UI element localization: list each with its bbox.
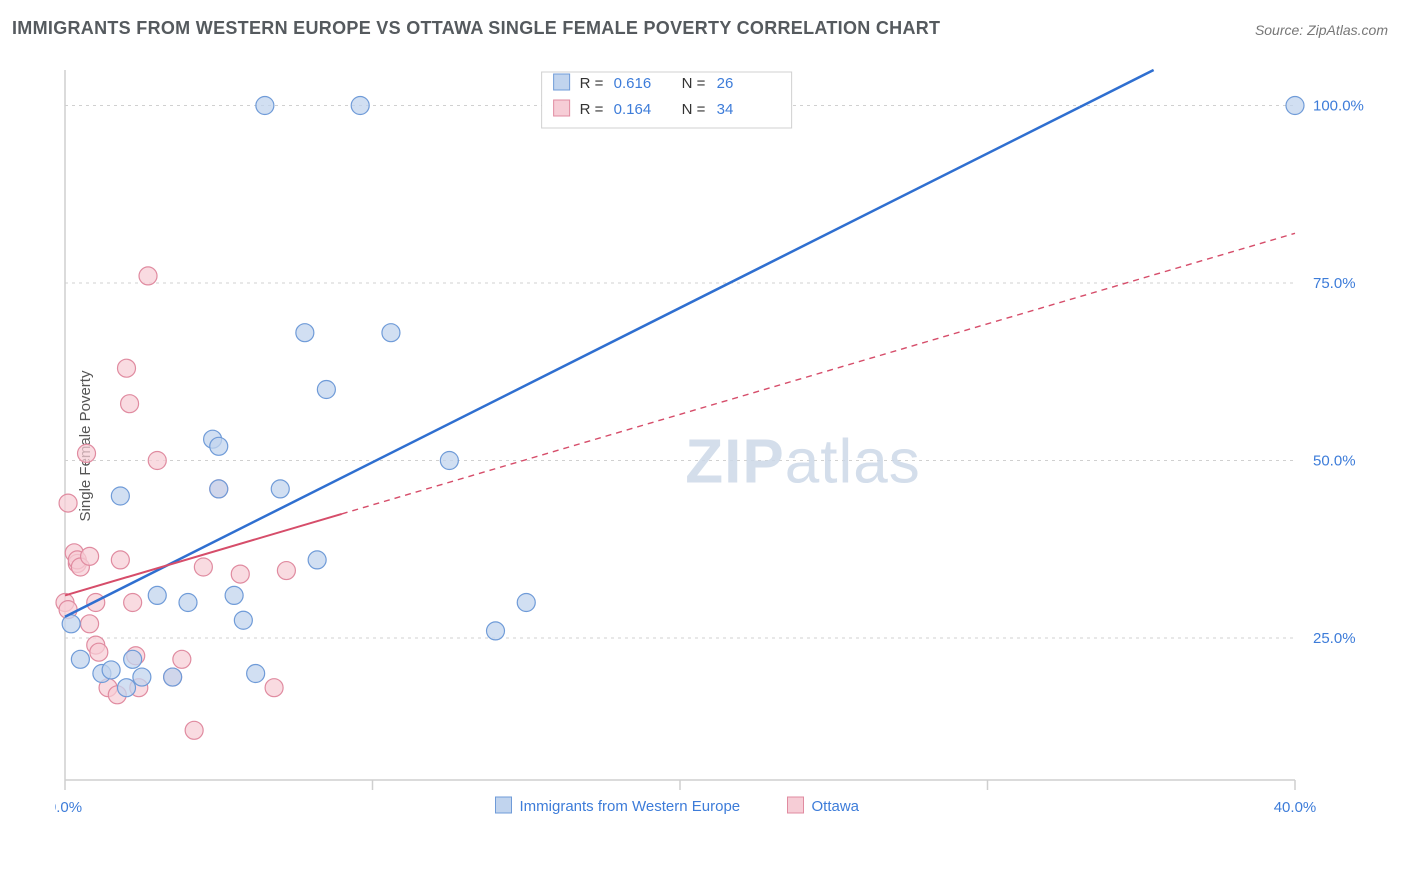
data-point [308, 551, 326, 569]
data-point [185, 721, 203, 739]
watermark: ZIPatlas [685, 428, 920, 497]
data-point [78, 444, 96, 462]
data-point [118, 679, 136, 697]
data-point [90, 643, 108, 661]
data-point [271, 480, 289, 498]
legend-n-label: N = [682, 101, 706, 118]
legend-swatch [496, 797, 512, 813]
legend-n-value: 26 [717, 75, 734, 92]
trend-line [65, 514, 342, 595]
legend-r-value: 0.616 [614, 75, 652, 92]
data-point [164, 668, 182, 686]
data-point [179, 594, 197, 612]
data-point [210, 480, 228, 498]
data-point [440, 452, 458, 470]
data-point [296, 324, 314, 342]
y-tick-label: 75.0% [1313, 275, 1356, 292]
legend-swatch [554, 100, 570, 116]
plot-area: 25.0% 50.0% 75.0% 100.0% ZIPatlas 0.0% 40.0% R … [55, 60, 1385, 840]
source-value: ZipAtlas.com [1307, 22, 1388, 38]
data-point [231, 565, 249, 583]
x-tick-label: 0.0% [55, 799, 82, 816]
y-tick-label: 100.0% [1313, 98, 1364, 115]
data-point [487, 622, 505, 640]
data-point [351, 97, 369, 115]
legend-swatch [788, 797, 804, 813]
source-label: Source: [1255, 22, 1303, 38]
trend-line [65, 107, 1080, 617]
data-point [118, 359, 136, 377]
data-point [148, 586, 166, 604]
x-tick-label: 40.0% [1274, 799, 1317, 816]
data-point [62, 615, 80, 633]
data-point [277, 562, 295, 580]
data-point [317, 381, 335, 399]
data-point [247, 665, 265, 683]
scatter-plot-svg: 25.0% 50.0% 75.0% 100.0% ZIPatlas 0.0% 40.0% R … [55, 60, 1385, 840]
data-point [111, 551, 129, 569]
data-point [81, 547, 99, 565]
data-point [256, 97, 274, 115]
y-tick-label: 50.0% [1313, 453, 1356, 470]
legend-series-label: Immigrants from Western Europe [520, 798, 741, 815]
data-point [124, 594, 142, 612]
data-point [265, 679, 283, 697]
data-point [124, 650, 142, 668]
legend-n-label: N = [682, 75, 706, 92]
y-tick-label: 25.0% [1313, 630, 1356, 647]
data-point [81, 615, 99, 633]
data-point [234, 611, 252, 629]
data-point [111, 487, 129, 505]
data-point [1286, 97, 1304, 115]
legend-swatch [554, 74, 570, 90]
series-legend: Immigrants from Western Europe Ottawa [496, 797, 860, 815]
data-point [59, 494, 77, 512]
data-point [225, 586, 243, 604]
data-point [139, 267, 157, 285]
legend-n-value: 34 [717, 101, 734, 118]
data-point [173, 650, 191, 668]
data-point [194, 558, 212, 576]
data-point [382, 324, 400, 342]
data-point [121, 395, 139, 413]
legend-r-value: 0.164 [614, 101, 652, 118]
legend-r-label: R = [580, 75, 604, 92]
source-attribution: Source: ZipAtlas.com [1255, 22, 1388, 38]
data-point [148, 452, 166, 470]
data-point [102, 661, 120, 679]
data-point [210, 437, 228, 455]
data-point [71, 650, 89, 668]
legend-series-label: Ottawa [812, 798, 860, 815]
legend-r-label: R = [580, 101, 604, 118]
data-point [133, 668, 151, 686]
trend-line-ext [1080, 70, 1154, 107]
data-point [517, 594, 535, 612]
chart-container: IMMIGRANTS FROM WESTERN EUROPE VS OTTAWA… [0, 0, 1406, 892]
chart-title: IMMIGRANTS FROM WESTERN EUROPE VS OTTAWA… [12, 18, 940, 39]
